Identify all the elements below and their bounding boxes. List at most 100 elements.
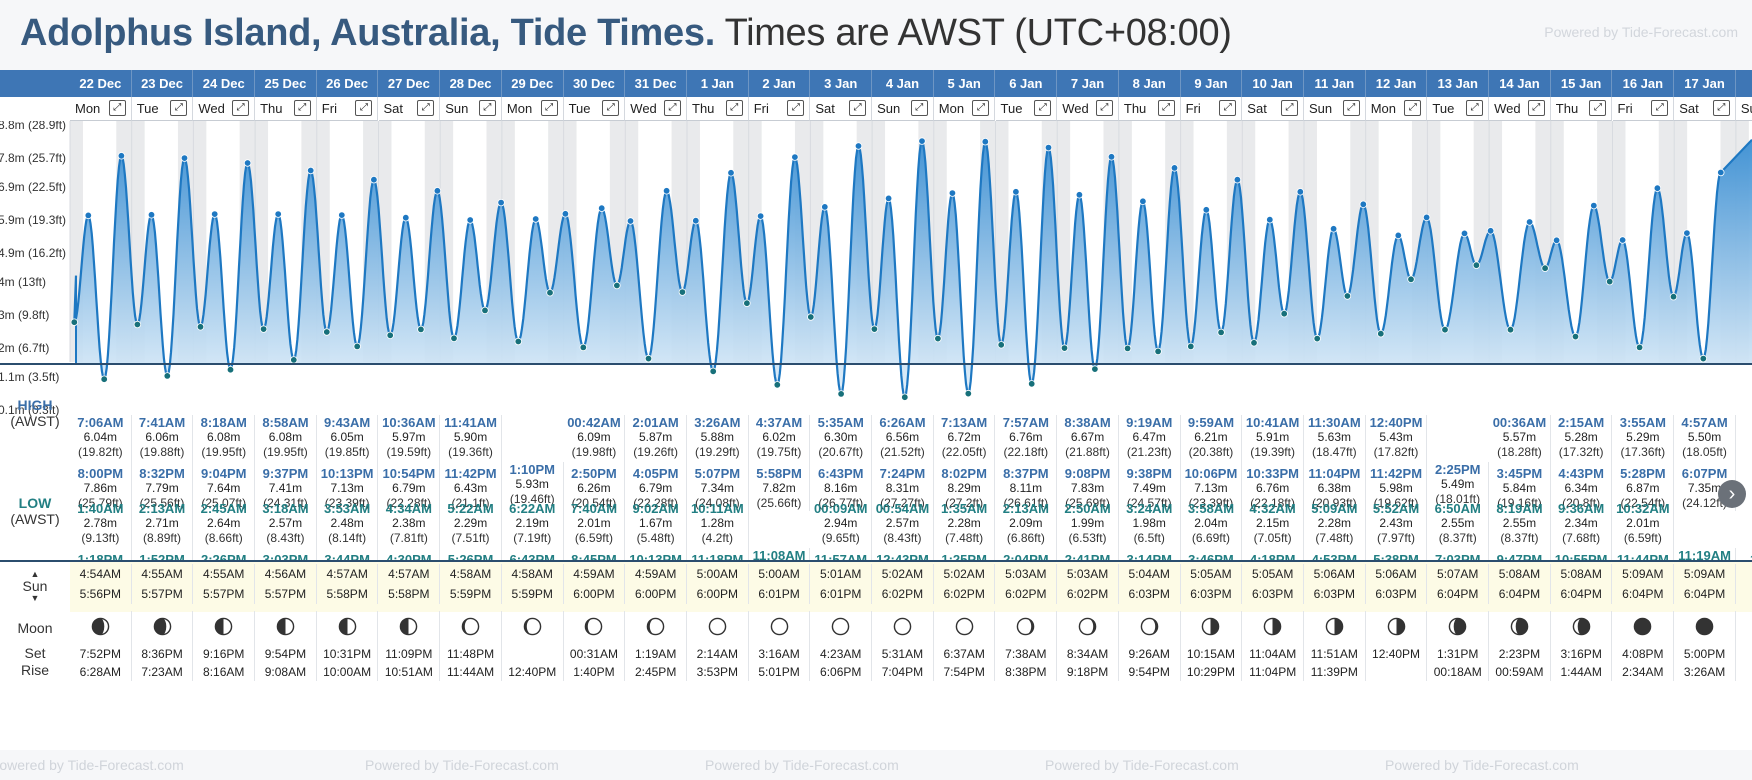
expand-day-icon[interactable]: ⤢ [1651, 100, 1669, 116]
moon-phase-icon [91, 617, 110, 636]
date-cell: 15 Jan [1550, 70, 1613, 97]
expand-day-icon[interactable]: ⤢ [1280, 100, 1298, 116]
high-tide-entry: 5:35AM 6.30m (20.67ft) [810, 415, 871, 460]
high-tide-entry: 6:07PM 7.35m (24.12ft) [1674, 466, 1735, 511]
expand-day-icon[interactable]: ⤢ [293, 100, 311, 116]
tide-extreme-point [1123, 344, 1132, 353]
moon-label-text: Moon [17, 620, 53, 636]
high-tide-height-ft: (25.66ft) [756, 496, 802, 510]
high-tz-text: (AWST) [10, 413, 60, 429]
expand-day-icon[interactable]: ⤢ [972, 100, 990, 116]
high-tide-cell: 5:35AM 6.30m (20.67ft) 6:43PM 8.16m (26.77ft) [810, 415, 873, 511]
low-tide-entry: 5:22AM 2.29m (7.51ft) [440, 501, 501, 546]
expand-day-icon[interactable]: ⤢ [663, 100, 681, 116]
expand-day-icon[interactable]: ⤢ [1342, 100, 1360, 116]
high-tide-height-m: 7.82m [762, 481, 796, 495]
high-tide-entry: 7:24PM 8.31m (27.27ft) [872, 466, 933, 511]
expand-day-icon[interactable]: ⤢ [1404, 100, 1422, 116]
high-tide-height-ft: (19.16ft) [1497, 496, 1542, 510]
expand-day-icon[interactable]: ⤢ [232, 100, 250, 116]
expand-day-icon[interactable]: ⤢ [1157, 100, 1175, 116]
scroll-right-arrow-icon[interactable]: › [1718, 480, 1746, 508]
expand-day-icon[interactable]: ⤢ [602, 100, 620, 116]
high-tide-height-ft: (19.82ft) [77, 445, 123, 459]
moonset-time: 3:16PM [1560, 647, 1602, 661]
expand-day-icon[interactable]: ⤢ [170, 100, 188, 116]
high-tide-height-m: 6.06m [145, 430, 179, 444]
expand-day-icon[interactable]: ⤢ [1466, 100, 1484, 116]
expand-day-icon[interactable]: ⤢ [1034, 100, 1052, 116]
sun-down-arrow-icon: ▼ [30, 593, 40, 603]
high-tide-cell: 2:15AM 5.28m (17.32ft) 4:43PM 6.34m (20.8ft) [1551, 415, 1613, 511]
low-tide-height-ft: (8.14ft) [328, 531, 367, 545]
tide-extreme-point [1407, 275, 1415, 283]
date-cell: 8 Jan [1118, 70, 1181, 97]
high-tide-cell: 9:19AM 6.47m (21.23ft) 9:38PM 7.49m (24.57ft) [1119, 415, 1181, 511]
tide-extreme-point [644, 354, 653, 363]
expand-day-icon[interactable]: ⤢ [108, 100, 126, 116]
expand-day-icon[interactable]: ⤢ [540, 100, 558, 116]
high-tide-time: 2:01AM [632, 415, 679, 430]
high-tide-entry: 10:36AM 5.97m (19.59ft) [379, 415, 440, 460]
high-tide-time: 5:58PM [756, 466, 802, 481]
weekday-cell: Tue ⤢ [995, 97, 1058, 121]
low-tide-entry: 00:23.1(10.2 [1736, 501, 1752, 546]
moon-cell: 9:26AM 9:54PM [1119, 611, 1181, 681]
high-tide-cell: 8:58AM 6.08m (19.95ft) 9:37PM 7.41m (24.31ft) [255, 415, 317, 511]
sun-row-bg [70, 562, 1752, 612]
high-tide-height-m: 7.13m [1194, 481, 1228, 495]
weekday-label: Sun [877, 101, 901, 116]
expand-day-icon[interactable]: ⤢ [1712, 100, 1730, 116]
sunset-time: 5:58PM [326, 587, 368, 601]
moonrise-time: 6:28AM [79, 665, 122, 679]
weekday-cell: Mon ⤢ [1365, 97, 1428, 121]
tide-extreme-point [1441, 325, 1449, 334]
high-tide-height-m: 5.98m [1379, 481, 1413, 495]
chart-separator [0, 363, 1752, 365]
expand-day-icon[interactable]: ⤢ [478, 100, 496, 116]
expand-day-icon[interactable]: ⤢ [1589, 100, 1607, 116]
low-tide-entry: 2:13AM 2.09m (6.86ft) [996, 501, 1057, 546]
expand-day-icon[interactable]: ⤢ [787, 100, 805, 116]
high-tide-time: 10:33PM [1246, 466, 1300, 481]
tide-extreme-point [1552, 236, 1561, 244]
expand-day-icon[interactable]: ⤢ [355, 100, 373, 116]
low-tide-height-m: 2.48m [330, 516, 364, 530]
high-tide-height-m: 7.35m [1687, 481, 1722, 495]
weekday-label: Thu [1555, 101, 1579, 116]
high-tide-height-ft: (19.75ft) [756, 445, 802, 459]
sun-separator [0, 560, 1752, 562]
sunset-time: 5:58PM [388, 587, 430, 601]
expand-day-icon[interactable]: ⤢ [1219, 100, 1237, 116]
expand-day-icon[interactable]: ⤢ [1527, 100, 1545, 116]
high-tide-time: 1:10PM [509, 462, 555, 477]
low-tide-height-ft: (7.81ft) [389, 531, 428, 545]
high-tide-time: 7:13AM [941, 415, 988, 430]
moon-phase-icon [708, 617, 727, 636]
expand-day-icon[interactable]: ⤢ [1095, 100, 1113, 116]
expand-day-icon[interactable]: ⤢ [849, 100, 867, 116]
tide-extreme-point [1422, 213, 1431, 222]
moonset-time: 10:15AM [1186, 647, 1235, 661]
date-cell: 24 Dec [193, 70, 256, 97]
low-tide-height-m: 3.1 [1736, 516, 1752, 531]
sunset-time: 6:04PM [1560, 587, 1602, 601]
date-cell: 31 Dec [625, 70, 687, 97]
high-tide-entry: 4:57AM 5.50m (18.05ft) [1674, 415, 1735, 460]
weekday-cell: Sat ⤢ [1674, 97, 1736, 121]
weekday-label: Fri [753, 101, 769, 116]
expand-day-icon[interactable]: ⤢ [417, 100, 435, 116]
low-tide-entry: 3:53AM 2.48m (8.14ft) [317, 501, 378, 546]
moon-cell: 11:09PM 10:51AM [379, 611, 441, 681]
moon-cell: 1:19AM 2:45PM [625, 611, 687, 681]
weekday-label: Sat [383, 101, 404, 116]
expand-day-icon[interactable]: ⤢ [910, 100, 928, 116]
high-tide-height-m: 5.50m [1687, 430, 1722, 444]
high-tide-time: 7:24PM [879, 466, 926, 481]
tide-extreme-point [163, 372, 171, 380]
low-tide-time: 3:58AM [1187, 501, 1235, 516]
expand-day-icon[interactable]: ⤢ [725, 100, 743, 116]
high-tide-cell: 4:37AM 6.02m (19.75ft) 5:58PM 7.82m (25.66ft) [749, 415, 811, 511]
moonrise-time: 9:08AM [264, 665, 307, 679]
date-cell: 14 Jan [1489, 70, 1551, 97]
